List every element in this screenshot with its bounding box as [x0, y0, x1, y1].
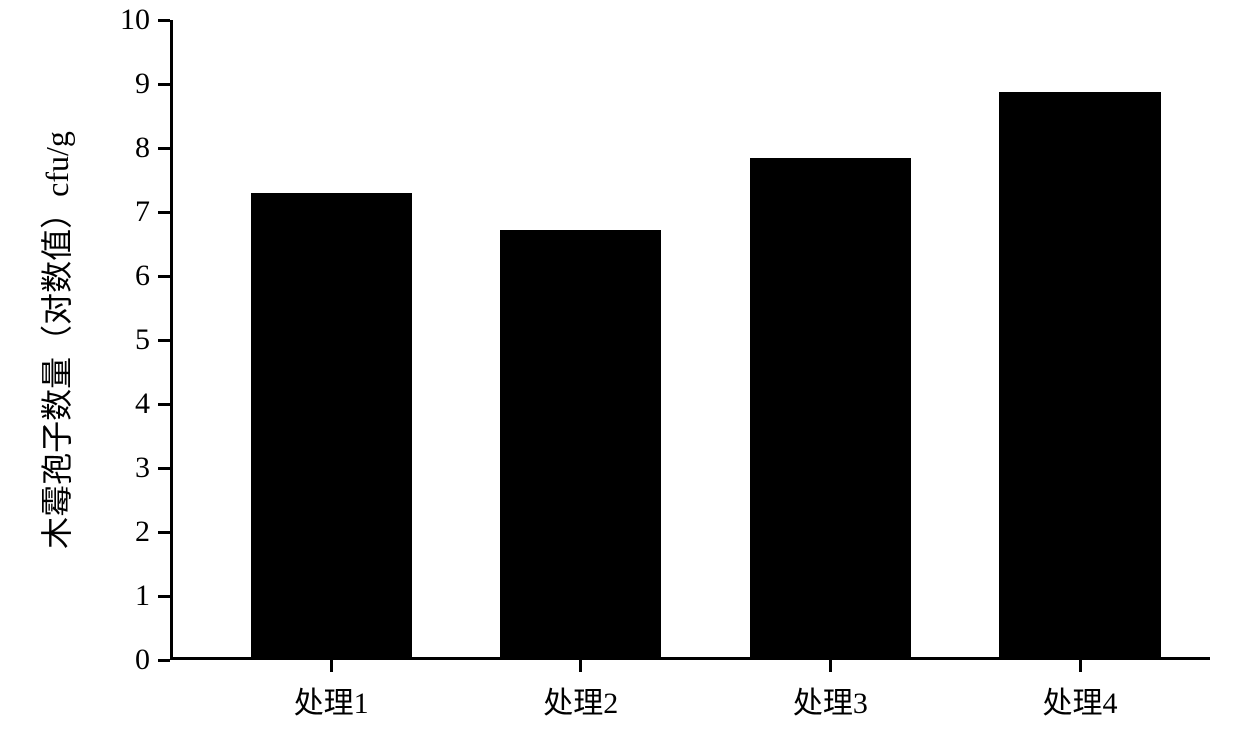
x-tick-label: 处理2	[543, 678, 618, 722]
bar	[750, 158, 911, 660]
x-tick	[829, 660, 832, 672]
y-tick	[158, 339, 170, 342]
y-tick-label: 1	[135, 579, 150, 613]
y-tick-label: 4	[135, 387, 150, 421]
y-tick-label: 7	[135, 195, 150, 229]
y-tick-label: 5	[135, 323, 150, 357]
x-tick-label: 处理1	[294, 678, 369, 722]
bar	[999, 92, 1160, 660]
y-tick-label: 2	[135, 515, 150, 549]
y-tick	[158, 659, 170, 662]
y-tick-label: 3	[135, 451, 150, 485]
y-tick-label: 8	[135, 131, 150, 165]
x-tick	[330, 660, 333, 672]
y-tick	[158, 83, 170, 86]
y-tick-label: 0	[135, 643, 150, 677]
y-tick	[158, 19, 170, 22]
y-tick-label: 9	[135, 67, 150, 101]
y-tick	[158, 467, 170, 470]
y-tick	[158, 147, 170, 150]
y-tick-label: 10	[120, 3, 150, 37]
x-tick	[1079, 660, 1082, 672]
y-axis-label: 木霉孢子数量（对数值）cfu/g	[32, 131, 78, 549]
y-tick	[158, 403, 170, 406]
x-tick-label: 处理4	[1043, 678, 1118, 722]
x-tick	[579, 660, 582, 672]
y-tick	[158, 275, 170, 278]
y-tick-label: 6	[135, 259, 150, 293]
bar	[251, 193, 412, 660]
bar	[500, 230, 661, 660]
y-tick	[158, 211, 170, 214]
bar-chart: 木霉孢子数量（对数值）cfu/g 0 1 2 3 4 5 6 7 8 9 10 处理1 处理2 处理3 处理…	[0, 0, 1240, 745]
y-tick	[158, 531, 170, 534]
y-tick	[158, 595, 170, 598]
x-tick-label: 处理3	[793, 678, 868, 722]
